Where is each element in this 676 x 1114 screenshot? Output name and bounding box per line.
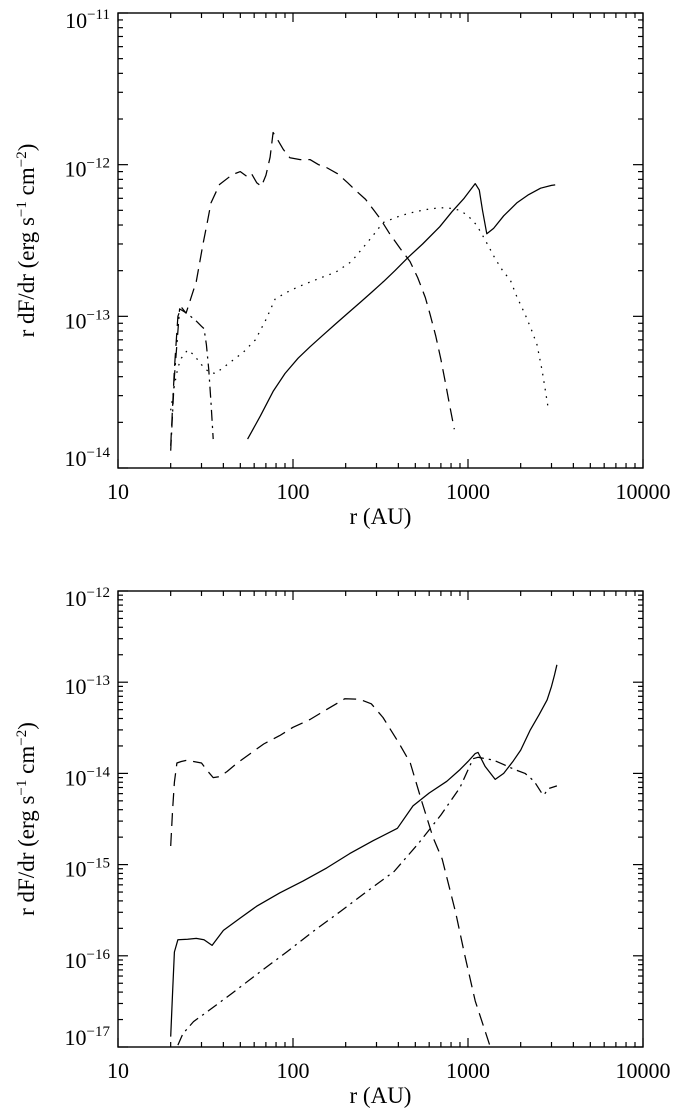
plot-frame: [117, 590, 644, 1048]
x-tick-label: 10000: [616, 479, 671, 504]
plot-frame: [117, 12, 644, 469]
x-tick-label: 10: [107, 479, 129, 504]
y-tick-label: 10−14: [65, 445, 111, 471]
top-panel: 10 100 1000 10000 10−11 10−12 10−13 10−14 r (AU)…: [14, 7, 671, 529]
x-tick-label: 1000: [446, 1058, 490, 1083]
y-tick-label: 10−12: [65, 585, 110, 611]
axis-ticks: [117, 12, 644, 469]
series-dotted-curve: [170, 207, 549, 411]
y-axis-label: r dF/dr (erg s−1 cm−2): [14, 722, 39, 916]
bottom-panel: 10 100 1000 10000 10−12 10−13 10−14 10−15 10−16 1…: [14, 585, 671, 1108]
series-dashed-curve: [170, 698, 491, 1046]
x-tick-label: 1000: [446, 479, 490, 504]
y-tick-label: 10−11: [65, 7, 110, 33]
y-axis-label: r dF/dr (erg s−1 cm−2): [14, 144, 39, 338]
y-tick-label: 10−12: [65, 156, 110, 182]
series-solid-curve: [247, 182, 556, 440]
series-dash-dot-curve: [177, 756, 558, 1046]
axis-ticks: [117, 590, 644, 1048]
x-tick-label: 10000: [616, 1058, 671, 1083]
x-tick-label: 100: [277, 479, 310, 504]
y-tick-label: 10−15: [65, 856, 110, 882]
y-tick-label: 10−17: [65, 1024, 111, 1050]
series-dash-dot-curve: [170, 308, 214, 451]
y-tick-label: 10−16: [65, 947, 111, 973]
y-tick-label: 10−14: [65, 764, 111, 790]
x-tick-label: 100: [277, 1058, 310, 1083]
y-tick-label: 10−13: [65, 673, 110, 699]
y-tick-label: 10−13: [65, 307, 110, 333]
series-solid-curve: [170, 664, 558, 1037]
x-axis-label: r (AU): [350, 1083, 412, 1108]
x-tick-label: 10: [107, 1058, 129, 1083]
series-dashed-curve: [170, 131, 455, 446]
x-axis-label: r (AU): [350, 504, 412, 529]
